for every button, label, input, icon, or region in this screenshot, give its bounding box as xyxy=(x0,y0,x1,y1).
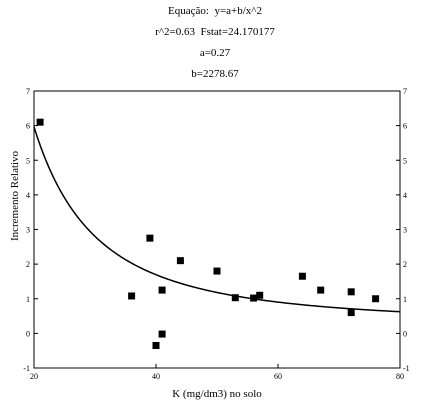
x-axis-label: K (mg/dm3) no solo xyxy=(172,388,262,400)
param-b-label: b=2278.67 xyxy=(191,68,239,80)
data-point xyxy=(176,257,184,265)
y-tick-label-right: 7 xyxy=(403,87,407,96)
axes: -1 -1 0 0 1 1 2 2 3 3 4 4 5 5 6 6 7 7 20 40 60 80 xyxy=(23,87,409,381)
data-point xyxy=(347,288,355,296)
data-point xyxy=(347,309,355,317)
equation-label: Equação: y=a+b/x^2 xyxy=(168,5,262,17)
data-point xyxy=(213,267,221,275)
y-tick-label-right: -1 xyxy=(403,364,410,373)
y-tick-label-right: 4 xyxy=(403,191,407,200)
y-tick-label-right: 0 xyxy=(403,329,407,338)
data-point xyxy=(146,234,154,242)
data-point xyxy=(36,118,44,126)
fit-stats-label: r^2=0.63 Fstat=24.170177 xyxy=(155,26,275,38)
data-point xyxy=(158,330,166,338)
param-a-label: a=0.27 xyxy=(199,47,231,59)
y-tick-label: 0 xyxy=(26,329,30,338)
y-tick-label-right: 6 xyxy=(403,122,407,131)
data-point xyxy=(256,291,264,299)
x-tick-label: 60 xyxy=(274,372,282,381)
y-tick-label-right: 1 xyxy=(403,295,407,304)
data-point xyxy=(250,294,258,302)
fit-curve xyxy=(33,126,401,313)
y-tick-label-right: 5 xyxy=(403,156,407,165)
x-tick-label: 40 xyxy=(152,372,160,381)
data-point xyxy=(317,286,325,294)
y-tick-label: 3 xyxy=(26,226,30,235)
data-point xyxy=(128,292,136,300)
x-tick-label: 80 xyxy=(396,372,404,381)
y-tick-label-right: 3 xyxy=(403,226,407,235)
data-point xyxy=(152,341,160,349)
x-tick-label: 20 xyxy=(30,372,38,381)
data-point xyxy=(372,295,380,303)
y-tick-label: -1 xyxy=(23,364,30,373)
y-tick-label-right: 2 xyxy=(403,260,407,269)
y-tick-label: 2 xyxy=(26,260,30,269)
y-tick-label: 4 xyxy=(26,191,30,200)
data-point xyxy=(231,294,239,302)
y-tick-label: 6 xyxy=(26,122,30,131)
y-axis-label: Incremento Relativo xyxy=(9,150,21,241)
y-tick-label: 5 xyxy=(26,156,30,165)
y-tick-label: 7 xyxy=(26,87,30,96)
y-tick-label: 1 xyxy=(26,295,30,304)
data-point xyxy=(158,286,166,294)
data-points xyxy=(36,118,380,349)
data-point xyxy=(298,272,306,280)
